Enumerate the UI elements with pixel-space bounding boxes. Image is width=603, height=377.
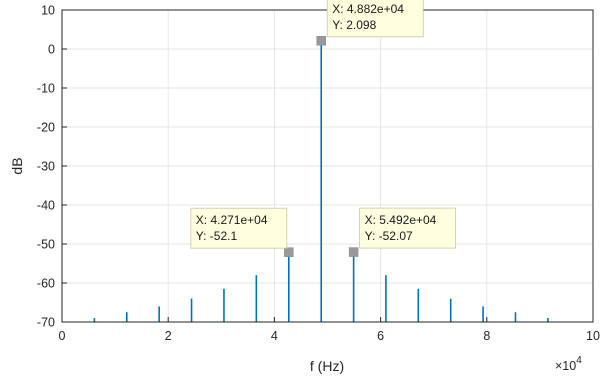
datatip-marker: [316, 36, 326, 46]
datatip-x-label: X: 4.882e+04: [332, 2, 404, 16]
x-tick-label: 6: [377, 329, 384, 343]
y-tick-label: -10: [37, 82, 55, 96]
datatip-x-label: X: 5.492e+04: [365, 213, 437, 227]
ticks: 0 2 4 6 8 10 -70 -60 -50 -40 -30 -20 -10 0 10: [37, 4, 600, 344]
datatip-y-label: Y: -52.07: [365, 229, 413, 243]
y-tick-label: -30: [37, 160, 55, 174]
datatips: X: 4.882e+04 Y: 2.098 X: 4.271e+04 Y: -52.1…: [190, 0, 457, 257]
y-tick-label: 0: [48, 43, 55, 57]
datatip-box: [326, 0, 424, 38]
datatip-marker: [348, 247, 359, 257]
y-tick-label: -50: [37, 238, 55, 252]
x-axis-multiplier-base: ×10: [555, 359, 576, 373]
datatip-marker: [284, 247, 294, 257]
x-tick-label: 0: [59, 329, 66, 343]
datatip-y-label: Y: 2.098: [332, 18, 376, 32]
x-axis-multiplier-exponent: 4: [576, 355, 582, 366]
x-axis-label: f (Hz): [310, 358, 344, 374]
y-tick-label: -40: [37, 199, 55, 213]
x-tick-label: 4: [271, 329, 278, 343]
y-tick-label: -20: [37, 121, 55, 135]
stems: [93, 40, 549, 322]
grid: [62, 10, 593, 322]
y-tick-label: 10: [41, 4, 55, 18]
datatip-x-label: X: 4.271e+04: [196, 213, 268, 227]
x-tick-label: 8: [483, 329, 490, 343]
datatip-box: [190, 207, 288, 249]
datatip-y-label: Y: -52.1: [196, 229, 238, 243]
y-tick-label: -60: [37, 277, 55, 291]
x-axis-multiplier: ×104: [555, 355, 582, 373]
y-axis-label: dB: [9, 157, 25, 174]
y-tick-label: -70: [37, 316, 55, 330]
x-tick-label: 10: [586, 329, 600, 343]
x-tick-label: 2: [165, 329, 172, 343]
datatip-box: [359, 207, 457, 249]
